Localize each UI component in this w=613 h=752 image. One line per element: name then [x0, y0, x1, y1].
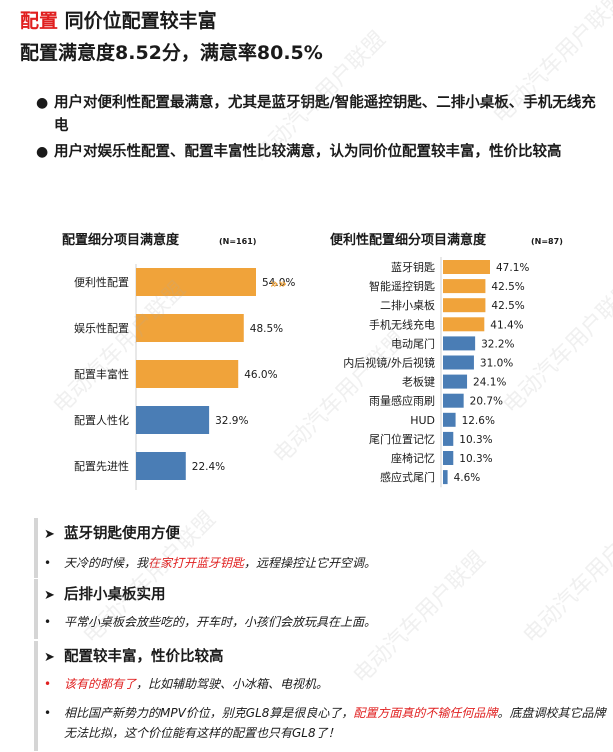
value-label: 12.6%: [462, 415, 495, 427]
bullet-icon: •: [44, 706, 52, 720]
value-label: 42.5%: [491, 300, 524, 312]
bar: [443, 317, 485, 332]
bar: [136, 452, 186, 480]
quote-line: • 天冷的时候，我在家打开蓝牙钥匙，远程操控让它开空调。: [44, 553, 612, 573]
value-label: 41.4%: [490, 319, 523, 331]
category-label: 娱乐性配置: [74, 321, 129, 335]
value-label: 10.3%: [459, 453, 492, 465]
category-label: 尾门位置记忆: [369, 432, 435, 446]
quote-heading: ➤ 配置较丰富，性价比较高: [44, 645, 224, 666]
value-label: 32.9%: [215, 415, 248, 427]
value-label: 32.2%: [481, 338, 514, 350]
arrow-right-icon: ➤: [44, 650, 55, 665]
bar: [443, 412, 456, 427]
category-label: 座椅记忆: [391, 451, 435, 465]
bar: [136, 360, 239, 388]
summary-bullets: ● 用户对便利性配置最满意，尤其是蓝牙钥匙/智能遥控钥匙、二排小桌板、手机无线充电…: [36, 92, 596, 167]
highlight-text: 该有的都有了: [64, 677, 137, 691]
quote-heading: ➤ 蓝牙钥匙使用方便: [44, 522, 180, 543]
value-label: 47.1%: [496, 262, 529, 274]
category-label: 配置丰富性: [74, 367, 129, 381]
highlight-text: 配置方面真的不输任何品牌: [353, 706, 498, 720]
chart-title: 配置细分项目满意度: [62, 232, 180, 248]
category-label: 老板键: [402, 375, 435, 389]
page-subtitle: 配置满意度8.52分，满意率80.5%: [20, 42, 323, 64]
category-label: 配置先进性: [74, 459, 129, 473]
bar: [443, 355, 474, 370]
quote-line: • 相比国产新势力的MPV价位，别克GL8算是很良心了，配置方面真的不输任何品牌。…: [44, 703, 612, 743]
bullet-icon: •: [44, 556, 52, 570]
quote-heading-text: 配置较丰富，性价比较高: [64, 649, 224, 665]
highlight-text: 在家打开蓝牙钥匙: [148, 556, 245, 570]
quote-heading-text: 后排小桌板实用: [64, 587, 166, 603]
summary-bullet: ● 用户对便利性配置最满意，尤其是蓝牙钥匙/智能遥控钥匙、二排小桌板、手机无线充电: [36, 92, 596, 138]
category-label: 二排小桌板: [380, 298, 435, 312]
value-label: 31.0%: [480, 358, 513, 370]
bullet-icon: •: [44, 615, 52, 629]
chart-sample-size: (N=161): [219, 237, 256, 246]
bullet-dot-icon: ●: [36, 144, 49, 160]
bar: [136, 268, 256, 296]
category-label: HUD: [410, 414, 435, 427]
category-label: 感应式尾门: [380, 470, 435, 484]
value-label: 20.7%: [470, 396, 503, 408]
bar: [443, 374, 468, 389]
quote-text: 相比国产新势力的MPV价位，别克GL8算是很良心了，: [64, 706, 354, 720]
bar: [443, 431, 454, 446]
value-label: 10.3%: [459, 434, 492, 446]
page-title: 配置 同价位配置较丰富: [20, 6, 217, 33]
quote-line: • 该有的都有了，比如辅助驾驶、小冰箱、电视机。: [44, 674, 612, 694]
bar: [443, 260, 490, 274]
bar: [136, 406, 210, 434]
bar: [443, 470, 448, 485]
category-label: 雨量感应雨刷: [369, 394, 435, 408]
chart-sample-size: (N=87): [531, 237, 563, 246]
value-label: 48.5%: [250, 323, 283, 335]
charts-area: 配置细分项目满意度 (N=161) 便利性配置 54.0% 娱乐性配置 48.5% 配置丰富…: [62, 232, 563, 490]
value-label: 54.0%: [262, 277, 295, 289]
quote-heading-text: 蓝牙钥匙使用方便: [64, 526, 180, 542]
value-label: 4.6%: [454, 472, 481, 484]
quote-side-bar: [34, 518, 38, 578]
category-label: 智能遥控钥匙: [369, 279, 435, 293]
value-label: 42.5%: [491, 281, 524, 293]
arrow-right-icon: ➤: [44, 527, 55, 542]
bar: [443, 451, 454, 465]
category-label: 内后视镜/外后视镜: [343, 356, 435, 370]
quote-line: • 平常小桌板会放些吃的，开车时，小孩们会放玩具在上面。: [44, 612, 612, 632]
bar: [136, 314, 244, 342]
bar: [443, 279, 486, 294]
value-label: 24.1%: [473, 377, 506, 389]
bullet-dot-icon: ●: [36, 95, 49, 111]
bar: [443, 298, 486, 313]
quote-text: ，远程操控让它开空调。: [244, 556, 377, 570]
category-label: 电动尾门: [391, 336, 435, 350]
category-label: 蓝牙钥匙: [391, 260, 435, 274]
bar: [443, 393, 464, 408]
quote-heading: ➤ 后排小桌板实用: [44, 583, 166, 604]
double-chevron-icon: »»: [270, 277, 287, 292]
category-label: 手机无线充电: [369, 317, 435, 331]
value-label: 22.4%: [192, 461, 225, 473]
category-label: 便利性配置: [74, 275, 129, 289]
title-keyword: 配置: [20, 10, 59, 32]
chart-title: 便利性配置细分项目满意度: [330, 232, 487, 248]
category-label: 配置人性化: [74, 413, 129, 427]
arrow-right-icon: ➤: [44, 588, 55, 603]
title-rest: 同价位配置较丰富: [58, 10, 217, 32]
bullet-icon: •: [44, 677, 52, 691]
summary-bullet: ● 用户对娱乐性配置、配置丰富性比较满意，认为同价位配置较丰富，性价比较高: [36, 141, 596, 164]
quote-text: ，比如辅助驾驶、小冰箱、电视机。: [136, 677, 329, 691]
value-label: 46.0%: [244, 369, 277, 381]
quote-side-bar: [34, 579, 38, 639]
quote-side-bar: [34, 641, 38, 751]
quote-text: 天冷的时候，我: [64, 556, 149, 570]
quote-text: 。底盘调校其它品牌无法比拟，这个价位能有这样的配置也只有GL8了！: [64, 706, 606, 740]
bar: [443, 336, 476, 351]
quote-text: 平常小桌板会放些吃的，开车时，小孩们会放玩具在上面。: [64, 615, 377, 629]
